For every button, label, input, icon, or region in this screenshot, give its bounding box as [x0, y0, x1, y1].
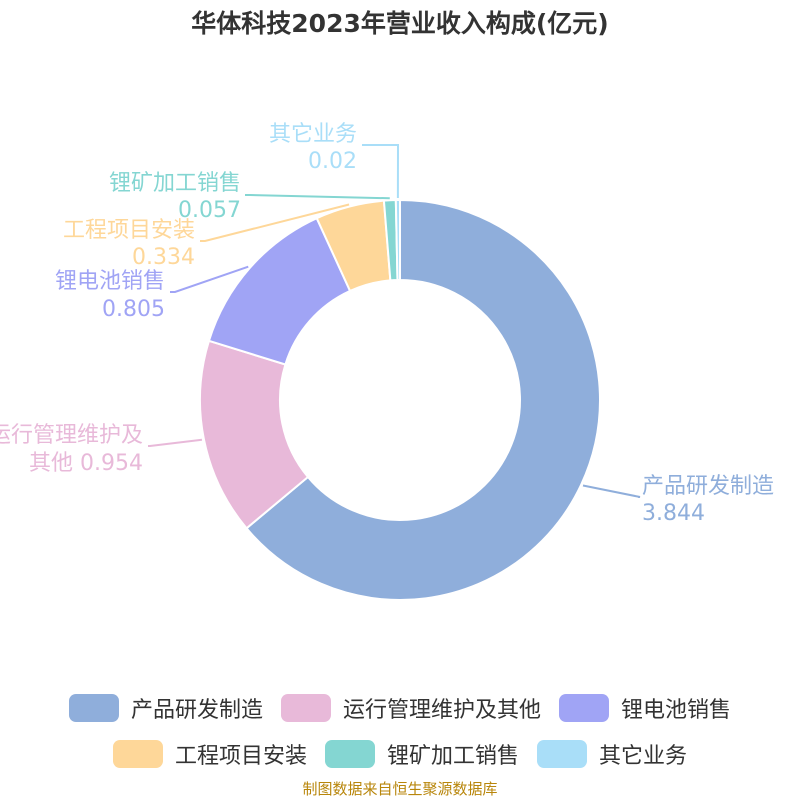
- leader-line-锂电池销售: [170, 265, 249, 293]
- legend-item-产品研发制造[interactable]: 产品研发制造: [68, 692, 263, 724]
- source-note: 制图数据来自恒生聚源数据库: [302, 780, 498, 798]
- legend-label: 锂矿加工销售: [386, 744, 519, 769]
- legend-item-锂矿加工销售[interactable]: 锂矿加工销售: [324, 738, 519, 770]
- legend-label: 锂电池销售: [621, 698, 732, 723]
- data-label-运行管理维护及其他-2: 其他 0.954: [29, 451, 143, 476]
- legend-swatch: [68, 694, 119, 722]
- legend-item-锂电池销售[interactable]: 锂电池销售: [559, 692, 731, 724]
- data-label-锂电池销售-2: 0.805: [102, 297, 165, 322]
- chart-title: 华体科技2023年营业收入构成(亿元): [191, 9, 609, 38]
- legend-item-其它业务[interactable]: 其它业务: [537, 738, 687, 770]
- data-label-产品研发制造-1: 产品研发制造: [642, 474, 774, 499]
- data-label-其它业务-2: 0.02: [308, 149, 357, 174]
- data-label-产品研发制造-2: 3.844: [642, 501, 705, 526]
- legend-swatch: [280, 694, 331, 722]
- data-label-锂矿加工销售-2: 0.057: [178, 198, 241, 223]
- legend-swatch: [537, 740, 587, 768]
- legend-label: 工程项目安装: [174, 744, 307, 769]
- slice-产品研发制造[interactable]: [245, 198, 601, 601]
- data-label-工程项目安装-1: 工程项目安装: [63, 218, 195, 243]
- data-label-锂矿加工销售-1: 锂矿加工销售: [109, 171, 241, 196]
- legend-row-2: 工程项目安装 锂矿加工销售 其它业务: [0, 738, 800, 770]
- legend-row-1: 产品研发制造 运行管理维护及其他 锂电池销售: [0, 692, 800, 724]
- leader-line-其它业务: [362, 144, 400, 199]
- leader-line-产品研发制造: [582, 484, 641, 498]
- legend-swatch: [559, 694, 609, 722]
- legend-item-运行管理维护及其他[interactable]: 运行管理维护及其他: [280, 692, 541, 724]
- legend-label: 运行管理维护及其他: [342, 698, 541, 723]
- data-label-其它业务-1: 其它业务: [269, 122, 357, 147]
- data-label-运行管理维护及其他-1: 运行管理维护及: [0, 423, 143, 448]
- slice-其它业务[interactable]: [394, 198, 401, 282]
- legend-label: 其它业务: [599, 744, 688, 769]
- data-label-工程项目安装-2: 0.334: [132, 245, 195, 270]
- leader-line-锂矿加工销售: [245, 194, 390, 200]
- data-label-锂电池销售-1: 锂电池销售: [55, 269, 165, 294]
- legend-item-工程项目安装[interactable]: 工程项目安装: [112, 738, 307, 770]
- leader-line-运行管理维护及其他: [148, 438, 203, 447]
- leader-line-工程项目安装: [200, 203, 350, 242]
- legend-swatch: [324, 740, 375, 768]
- legend-label: 产品研发制造: [130, 698, 263, 723]
- legend-swatch: [112, 740, 163, 768]
